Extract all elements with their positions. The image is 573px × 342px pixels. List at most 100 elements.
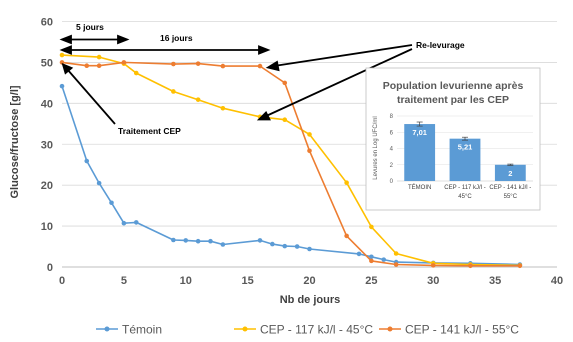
arrowhead bbox=[59, 34, 72, 45]
series-1-point-19 bbox=[381, 257, 387, 262]
series-1-point-15 bbox=[294, 244, 300, 249]
inset-y-tick-label-2: 2 bbox=[390, 163, 394, 169]
inset-value-label-1: 7,01 bbox=[412, 128, 427, 137]
x-axis-title: Nb de jours bbox=[280, 294, 341, 306]
arrowhead bbox=[61, 62, 74, 75]
series-1-point-10 bbox=[208, 238, 213, 244]
series-1 bbox=[59, 83, 523, 267]
annotation-16-jours: 16 jours bbox=[160, 33, 193, 43]
legend-label-3: CEP - 141 kJ/l - 55°C bbox=[405, 323, 519, 337]
legend-label-1: Témoin bbox=[122, 323, 162, 337]
series-3-point-15 bbox=[468, 263, 473, 269]
inset-category-label-3-2: 55°C bbox=[504, 194, 518, 200]
inset-value-label-3: 2 bbox=[508, 169, 512, 178]
series-3-point-11 bbox=[344, 233, 349, 239]
annotation-5-jours: 5 jours bbox=[76, 22, 104, 32]
arrowhead bbox=[117, 34, 130, 45]
legend-item-3: CEP - 141 kJ/l - 55°C bbox=[379, 323, 519, 337]
series-3-point-3 bbox=[96, 63, 102, 68]
series-3-point-7 bbox=[220, 63, 226, 69]
x-tick-label-10: 10 bbox=[180, 275, 192, 287]
series-1-point-6 bbox=[133, 220, 139, 225]
series-1-point-7 bbox=[171, 237, 176, 243]
x-tick-label-15: 15 bbox=[242, 275, 254, 287]
y-axis-ticks: 0 10 20 30 40 50 60 bbox=[41, 17, 53, 275]
inset-chart: Population levurienne après traitement p… bbox=[365, 67, 541, 211]
arrowhead bbox=[265, 60, 280, 72]
arrowhead bbox=[59, 45, 72, 55]
inset-category-label-3-1: CEP - 141 kJ/l - bbox=[489, 185, 531, 191]
series-1-point-8 bbox=[183, 238, 189, 243]
series-1-point-18 bbox=[369, 254, 374, 260]
inset-y-tick-label-6: 6 bbox=[390, 130, 394, 136]
inset-category-label-1-1: TÉMOIN bbox=[408, 184, 431, 191]
series-2-point-13 bbox=[393, 251, 399, 256]
series-1-point-9 bbox=[195, 238, 201, 244]
annotation-relevurage: Re-levurage bbox=[416, 40, 465, 50]
series-3-point-2 bbox=[84, 63, 90, 68]
series-1-point-5 bbox=[121, 220, 127, 226]
series-line-2 bbox=[61, 54, 520, 267]
inset-y-tick-label-0: 0 bbox=[390, 179, 394, 185]
inset-bar-2 bbox=[449, 138, 481, 181]
legend-item-2: CEP - 117 kJ/l - 45°C bbox=[234, 323, 373, 337]
legend-label-2: CEP - 117 kJ/l - 45°C bbox=[260, 323, 373, 337]
x-tick-label-20: 20 bbox=[303, 275, 315, 287]
series-2-point-12 bbox=[369, 224, 374, 230]
series-layer bbox=[59, 52, 523, 269]
series-3-point-8 bbox=[257, 63, 263, 69]
series-3-point-5 bbox=[171, 61, 176, 67]
series-3-point-6 bbox=[195, 61, 201, 66]
series-3-point-9 bbox=[282, 80, 288, 86]
y-tick-label-50: 50 bbox=[41, 57, 53, 69]
series-2-point-1 bbox=[59, 52, 65, 58]
series-3 bbox=[59, 60, 523, 269]
series-1-point-12 bbox=[257, 238, 263, 243]
x-axis-ticks: 0 5 10 15 20 25 30 35 40 bbox=[59, 275, 563, 287]
series-1-point-14 bbox=[282, 243, 288, 249]
x-tick-label-5: 5 bbox=[121, 275, 127, 287]
x-tick-label-25: 25 bbox=[365, 275, 377, 287]
arrow-traitement bbox=[66, 68, 116, 125]
x-tick-label-35: 35 bbox=[489, 275, 501, 287]
inset-title-line-2: traitement par les CEP bbox=[397, 94, 509, 106]
series-1-point-16 bbox=[307, 246, 312, 252]
series-2-point-5 bbox=[171, 89, 176, 94]
inset-category-label-2-1: CEP - 117 kJ/l - bbox=[444, 185, 485, 191]
series-3-point-12 bbox=[369, 258, 374, 264]
y-tick-label-20: 20 bbox=[41, 180, 53, 192]
inset-bar-1 bbox=[404, 124, 436, 181]
arrowhead bbox=[256, 110, 271, 121]
inset-y-tick-label-8: 8 bbox=[390, 114, 394, 120]
annotation-traitement: Traitement CEP bbox=[118, 126, 181, 136]
y-tick-label-0: 0 bbox=[47, 262, 53, 274]
annotation-arrows bbox=[59, 34, 413, 125]
y-tick-label-30: 30 bbox=[41, 139, 53, 151]
inset-value-label-2: 5,21 bbox=[458, 143, 473, 152]
series-3-point-1 bbox=[59, 60, 65, 65]
series-2-point-11 bbox=[344, 180, 349, 186]
inset-category-label-2-2: 45°C bbox=[458, 194, 472, 200]
series-2-point-2 bbox=[96, 54, 102, 60]
inset-bar-3 bbox=[494, 164, 526, 181]
series-1-point-4 bbox=[109, 200, 114, 206]
series-2-point-4 bbox=[133, 70, 139, 76]
series-2-point-9 bbox=[282, 117, 288, 122]
series-1-point-13 bbox=[270, 241, 275, 247]
series-3-point-10 bbox=[307, 148, 312, 154]
series-3-point-13 bbox=[393, 262, 399, 267]
series-3-point-4 bbox=[121, 60, 127, 65]
series-1-point-2 bbox=[84, 158, 90, 164]
y-tick-label-60: 60 bbox=[41, 17, 53, 29]
y-tick-label-10: 10 bbox=[41, 221, 53, 233]
inset-y-axis-title: Levures en Log UFC/ml bbox=[373, 116, 379, 179]
legend-swatch-marker-3 bbox=[387, 326, 393, 332]
y-axis-title: Glucose/fructose [g/l] bbox=[9, 85, 21, 198]
arrow-relevurage-1 bbox=[273, 44, 413, 67]
series-1-point-17 bbox=[356, 251, 362, 257]
y-tick-label-40: 40 bbox=[41, 98, 53, 110]
arrowhead bbox=[258, 45, 271, 55]
inset-bars: 7,01 TÉMOIN 5,21 CEP - 117 kJ/l - 45°C 2 CEP -… bbox=[404, 121, 531, 200]
x-tick-label-30: 30 bbox=[427, 275, 439, 287]
series-1-point-3 bbox=[96, 180, 102, 186]
